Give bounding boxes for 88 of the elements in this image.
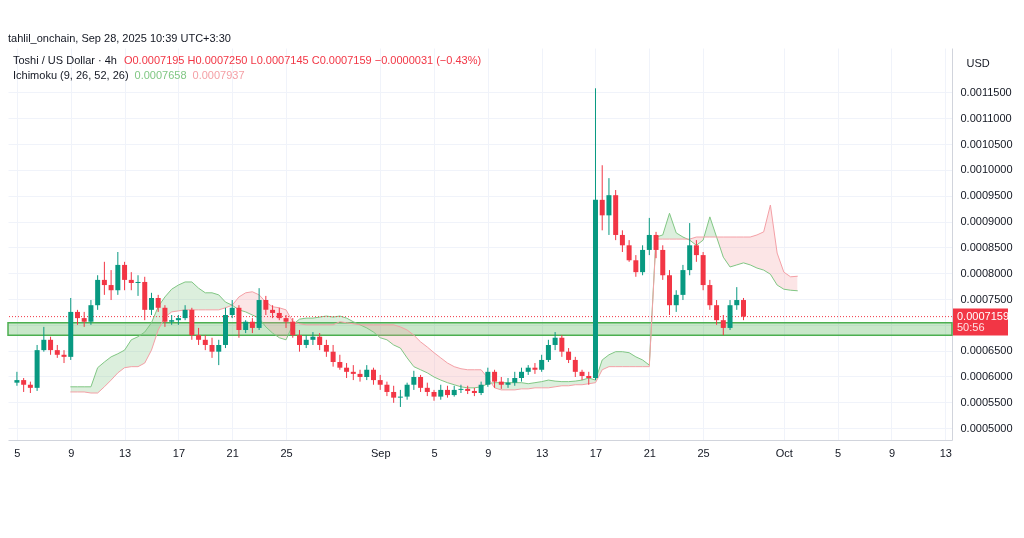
candlestick	[492, 369, 498, 389]
x-tick-label: 17	[172, 446, 186, 459]
candlestick	[707, 279, 713, 311]
candlestick	[128, 271, 134, 291]
x-tick-label: 25	[697, 446, 710, 459]
y-tick-label: 0.0006500	[960, 344, 1013, 357]
candlestick	[646, 217, 652, 256]
y-tick-label: 0.0010000	[960, 163, 1013, 176]
candlestick	[108, 269, 114, 301]
candlestick	[727, 299, 733, 331]
y-tick-label: 0.0008000	[960, 266, 1013, 279]
y-tick-label: 0.0006000	[960, 369, 1013, 382]
candlestick	[135, 274, 141, 297]
y-tick-label: 0.0009500	[960, 189, 1013, 202]
candlestick	[505, 377, 511, 389]
candlestick	[330, 344, 336, 368]
candlestick	[485, 367, 491, 388]
text: 50:56	[957, 320, 985, 333]
x-tick-label: 5	[835, 446, 842, 459]
y-tick-label: 0.0011000	[960, 111, 1012, 124]
text: tahlil_onchain, Sep 28, 2025 10:39 UTC+3:30	[8, 32, 231, 44]
x-tick-label: 9	[888, 446, 896, 459]
annotation: Ichimoku (9, 26, 52, 26)	[13, 69, 129, 81]
candlestick	[606, 177, 612, 236]
candlestick	[61, 349, 67, 364]
candlestick	[458, 384, 464, 394]
text: Toshi / US Dollar · 4h	[13, 54, 117, 66]
y-axis-title: USD	[966, 56, 990, 69]
x-tick-label: 9	[485, 446, 492, 459]
annotation: 0.0007658	[134, 69, 187, 81]
candlestick	[693, 239, 699, 263]
candlestick	[626, 239, 632, 263]
candlestick	[14, 371, 20, 387]
y-tick-label: 0.0005000	[960, 421, 1013, 434]
x-tick-label: 13	[118, 446, 132, 459]
x-tick-label: 5	[431, 446, 438, 459]
candlestick	[88, 299, 94, 326]
candlestick	[599, 164, 605, 231]
candlestick	[633, 254, 639, 278]
candlestick	[41, 326, 47, 353]
x-tick-label: Oct	[775, 446, 793, 459]
x-tick-label: 17	[589, 446, 603, 459]
candlestick	[720, 314, 726, 336]
candlestick	[263, 295, 269, 316]
candlestick	[384, 381, 390, 397]
candlestick	[310, 331, 316, 346]
candlestick	[182, 304, 188, 321]
annotation: 0.0007937	[192, 69, 245, 81]
x-tick-label: 5	[14, 446, 21, 459]
candlestick	[619, 229, 625, 253]
y-tick-label: 0.0009000	[960, 215, 1013, 228]
candlestick	[216, 339, 222, 366]
candlestick	[148, 292, 154, 316]
candlestick	[209, 337, 215, 359]
x-tick-label: 25	[280, 446, 293, 459]
candlestick	[532, 362, 538, 375]
candlestick	[640, 244, 646, 276]
candlestick	[229, 299, 235, 319]
y-tick-label: 0.0011500	[960, 85, 1012, 98]
candlestick	[734, 286, 740, 311]
ref-line-label: 0.0007159	[957, 309, 1009, 322]
x-tick-label: 13	[536, 446, 549, 459]
annotation: O0.0007195 H0.0007250 L0.0007145 C0.0007159 −0.0000031 (−0.43%)	[123, 54, 482, 66]
candlestick	[673, 289, 679, 313]
candlestick	[290, 317, 296, 339]
y-tick-label: 0.0005500	[960, 395, 1013, 408]
candlestick	[653, 231, 659, 259]
candlestick	[552, 331, 558, 351]
x-tick-label: 21	[226, 446, 239, 459]
candlestick	[579, 369, 585, 381]
candlestick	[122, 261, 128, 291]
candlestick	[397, 389, 403, 408]
candlestick	[572, 356, 578, 378]
candlestick	[357, 369, 363, 383]
x-tick-label: 21	[643, 446, 656, 459]
y-tick-label: 0.0010500	[960, 137, 1013, 150]
y-tick-label: 0.0008500	[960, 240, 1013, 253]
candlestick	[101, 261, 107, 296]
candlestick	[559, 334, 565, 358]
candlestick	[431, 389, 437, 402]
candlestick	[296, 329, 302, 353]
candlestick	[545, 339, 551, 363]
y-tick-label: 0.0007500	[960, 292, 1013, 305]
x-tick-label: 9	[68, 446, 75, 459]
x-tick-label: Sep	[370, 446, 391, 459]
candlestick	[411, 370, 417, 391]
x-tick-label: 13	[939, 446, 952, 459]
candlestick	[48, 336, 54, 356]
